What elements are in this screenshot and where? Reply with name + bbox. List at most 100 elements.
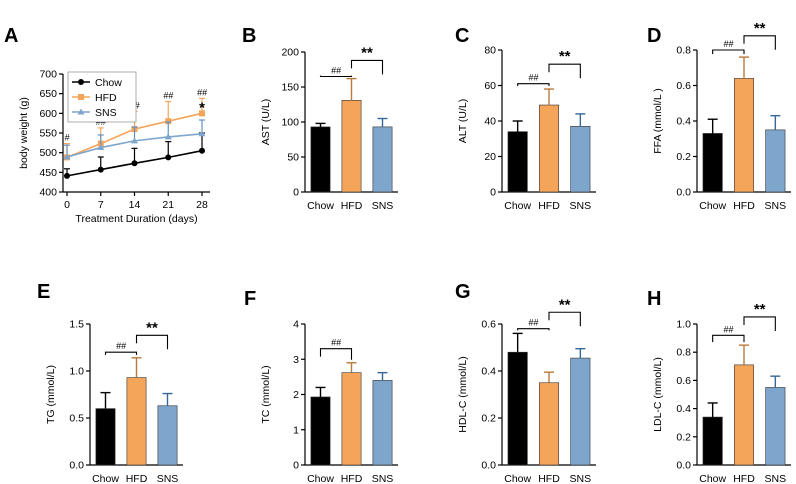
x-tick-label: 14 [129, 199, 141, 211]
x-tick-label: 7 [98, 199, 104, 211]
panel-b-y-label: AST (U/L) [260, 99, 272, 145]
category-label: Chow [699, 200, 726, 212]
significance-bracket [104, 351, 138, 355]
significance-stars: ** [146, 319, 158, 336]
bar-chow [95, 408, 116, 466]
significance-hash: ## [116, 341, 127, 351]
panel-f: F 0 1 2 3 4 TC (mmol/L) Chow HFD SNS ## [244, 288, 398, 484]
panel-letter: E [37, 281, 50, 303]
significance-bracket [548, 311, 581, 327]
panel-d-y-tick-label: 0.6 [676, 80, 691, 92]
data-point-chow [97, 166, 104, 173]
panel-a-y-tick-label: 450 [39, 167, 57, 179]
category-label: Chow [307, 473, 334, 484]
category-label: HFD [733, 473, 755, 484]
panel-f-y-tick-label: 2 [293, 389, 299, 401]
panel-a-y-tick-label: 700 [39, 69, 57, 81]
bar-sns [372, 126, 393, 193]
data-point-chow [165, 154, 172, 161]
bar-hfd [538, 104, 560, 193]
panel-d: D 0.0 0.2 0.4 0.6 0.8 FFA (mmol/L ) Chow HFD SNS #… [647, 20, 791, 212]
panel-h: H 0.0 0.2 0.4 0.6 0.8 1.0 LDL-C (mmol/L) Chow HFD… [647, 288, 791, 484]
category-label: SNS [372, 473, 394, 484]
significance-bracket [517, 328, 550, 331]
category-label: HFD [538, 200, 560, 212]
category-label: SNS [157, 473, 179, 484]
bar-hfd [126, 377, 147, 466]
significance-hash: ## [528, 318, 539, 328]
panel-d-y-label: FFA (mmol/L ) [652, 88, 664, 154]
significance-bracket [135, 334, 169, 350]
panel-b-y-tick-label: 150 [281, 82, 299, 94]
panel-g-y-tick-label: 0.2 [481, 413, 496, 425]
data-point-sns [131, 137, 138, 144]
panel-d-y-tick-label: 0.2 [676, 151, 691, 163]
panel-g: G 0.0 0.2 0.4 0.6 HDL-C (mmol/L) Chow HFD SNS ## *… [455, 281, 596, 484]
panel-g-y-tick-label: 0.4 [481, 366, 496, 378]
significance-stars: ** [559, 296, 571, 313]
legend-label-chow: Chow [95, 77, 122, 89]
data-point-sns [97, 144, 105, 151]
panel-a: A 400 450 500 550 600 650 700 body weight (g) 0 7 1… [4, 25, 210, 225]
legend-marker [78, 79, 84, 85]
data-point-sns [63, 153, 71, 160]
category-label: HFD [733, 200, 755, 212]
panel-c-y-tick-label: 0 [490, 187, 496, 199]
panel-a-y-tick-label: 550 [39, 128, 57, 140]
significance-stars: ** [361, 44, 373, 61]
data-point-chow [64, 172, 70, 179]
bar-hfd [538, 382, 560, 466]
category-label: SNS [765, 473, 787, 484]
panel-d-y-tick-label: 0.4 [676, 116, 691, 128]
significance-stars: ** [754, 20, 766, 37]
panel-e: E 0.0 0.5 1.0 1.5 TG (mmol/L) Chow HFD SNS ## ** [37, 281, 183, 484]
significance-bracket [517, 83, 550, 87]
panel-b-y-tick-label: 200 [281, 47, 299, 59]
data-point-chow [199, 147, 205, 154]
panel-b: B 0 50 100 150 200 AST (U/L) Chow HFD SNS ## ** [242, 25, 398, 212]
panel-g-y-tick-label: 0.0 [481, 460, 496, 472]
panel-c: C 0 20 40 60 80 ALT (U/L) Chow HFD SNS ## ** [455, 25, 596, 212]
panel-f-y-tick-label: 4 [293, 319, 299, 331]
panel-d-y-tick-label: 0.0 [676, 187, 691, 199]
panel-h-y-tick-label: 0.8 [676, 347, 691, 359]
panel-e-y-tick-label: 1.0 [69, 366, 84, 378]
legend-marker [77, 108, 85, 115]
panel-a-y-tick-label: 500 [39, 147, 57, 159]
category-label: Chow [504, 473, 531, 484]
panel-h-y-tick-label: 0.2 [676, 431, 691, 443]
data-point-hfd [165, 118, 172, 125]
bar-hfd [341, 100, 362, 193]
bar-sns [372, 380, 393, 466]
bar-hfd [733, 78, 755, 193]
category-label: Chow [504, 200, 531, 212]
panel-h-y-tick-label: 1.0 [676, 319, 691, 331]
panel-e-y-label: TG (mmol/L) [45, 365, 57, 424]
significance-bracket [743, 35, 776, 50]
x-tick-label: 0 [64, 199, 70, 211]
significance-hash: ## [197, 87, 208, 97]
panel-letter: F [244, 288, 256, 310]
panel-a-y-label: body weight (g) [18, 97, 30, 169]
panel-c-y-tick-label: 60 [484, 80, 496, 92]
significance-stars: * [199, 99, 205, 116]
significance-bracket [319, 348, 353, 360]
category-label: HFD [341, 200, 363, 212]
significance-bracket [548, 63, 581, 79]
category-label: SNS [570, 200, 592, 212]
panel-letter: G [455, 281, 471, 303]
panel-letter: C [455, 25, 469, 47]
panel-b-y-tick-label: 50 [287, 152, 299, 164]
panel-h-y-tick-label: 0.6 [676, 375, 691, 387]
panel-b-y-tick-label: 0 [293, 187, 299, 199]
category-label: HFD [538, 473, 560, 484]
significance-hash: ## [331, 338, 342, 348]
legend-label-sns: SNS [95, 107, 117, 119]
panel-c-y-tick-label: 80 [484, 45, 496, 57]
category-label: HFD [126, 473, 148, 484]
panel-g-y-label: HDL-C (mmol/L) [457, 356, 469, 432]
bar-chow [507, 131, 528, 193]
bar-sns [765, 387, 786, 466]
x-tick-label: 28 [196, 199, 208, 211]
